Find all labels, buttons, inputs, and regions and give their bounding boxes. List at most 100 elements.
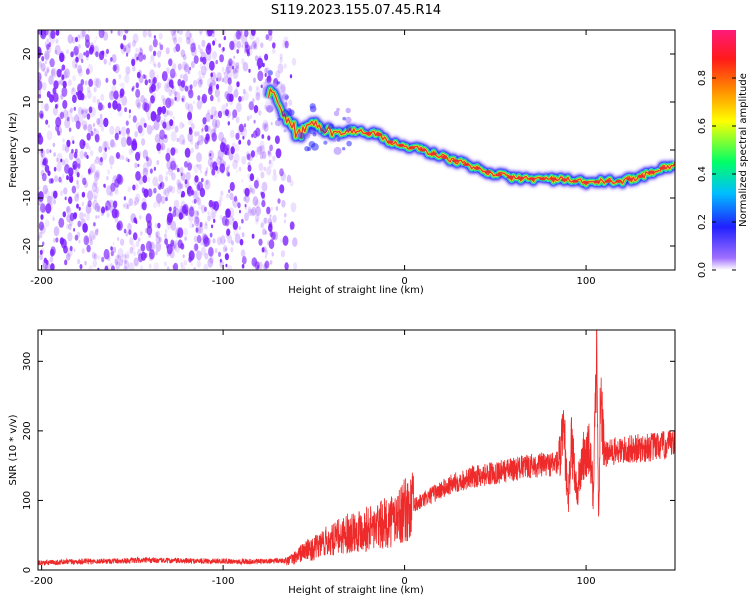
colorbar-label: Normalized spectral amplitude: [738, 73, 749, 227]
y-tick-label: 0: [22, 147, 33, 153]
noise-blob: [56, 97, 60, 103]
noise-blob: [142, 54, 146, 60]
noise-blob: [149, 78, 153, 85]
noise-blob: [222, 246, 226, 253]
noise-blob: [168, 89, 173, 97]
noise-blob: [211, 132, 217, 142]
noise-blob: [70, 87, 76, 97]
noise-blob: [205, 30, 212, 37]
noise-blob: [161, 71, 168, 82]
noise-blob: [261, 151, 267, 160]
noise-blob: [236, 49, 239, 54]
noise-blob: [42, 184, 48, 195]
noise-blob: [177, 36, 183, 44]
ridge-scatter: [345, 125, 352, 132]
noise-blob: [230, 60, 236, 69]
noise-blob: [284, 40, 289, 49]
noise-blob: [53, 199, 56, 205]
noise-blob: [172, 30, 177, 34]
ridge-scatter: [281, 110, 289, 118]
noise-blob: [293, 262, 298, 270]
noise-blob: [90, 130, 94, 137]
noise-blob: [212, 50, 217, 60]
spectrogram-x-label: Height of straight line (km): [288, 285, 424, 296]
noise-blob: [50, 67, 57, 79]
noise-blob: [66, 206, 72, 215]
noise-blob: [232, 197, 239, 208]
ridge-scatter: [342, 116, 347, 121]
noise-blob: [135, 98, 141, 108]
noise-blob: [180, 183, 184, 189]
noise-blob: [279, 53, 283, 60]
noise-blob: [93, 195, 97, 201]
noise-blob: [100, 125, 105, 132]
noise-blob: [263, 246, 268, 254]
noise-blob: [117, 247, 124, 259]
noise-blob: [259, 144, 265, 155]
noise-blob: [210, 128, 216, 138]
noise-blob: [141, 201, 147, 211]
noise-blob: [141, 138, 146, 146]
noise-blob: [275, 206, 279, 211]
noise-blob: [176, 186, 182, 195]
ridge-scatter: [296, 132, 302, 138]
noise-blob: [190, 139, 194, 145]
noise-blob: [68, 174, 74, 183]
noise-blob: [267, 149, 272, 156]
colorbar-tick-label: 0.0: [697, 262, 708, 278]
noise-blob: [211, 168, 216, 176]
noise-blob: [204, 171, 208, 177]
noise-blob: [272, 214, 277, 223]
noise-blob: [159, 44, 164, 51]
noise-blob: [163, 118, 166, 123]
noise-blob: [259, 154, 263, 160]
noise-blob: [201, 72, 205, 79]
noise-blob: [214, 88, 220, 98]
noise-blob: [74, 193, 79, 202]
ridge-peak: [648, 170, 655, 174]
noise-blob: [197, 79, 203, 88]
noise-blob: [231, 65, 235, 70]
noise-blob: [147, 103, 152, 110]
noise-blob: [205, 136, 208, 141]
noise-blob: [241, 264, 245, 269]
noise-blob: [178, 30, 184, 36]
noise-blob: [262, 228, 267, 236]
noise-blob: [133, 251, 136, 256]
noise-blob: [269, 144, 273, 152]
noise-blob: [191, 205, 195, 211]
noise-blob: [199, 31, 202, 36]
noise-blob: [225, 208, 231, 218]
noise-blob: [127, 223, 132, 231]
ridge-peak: [463, 162, 470, 167]
noise-blob: [77, 163, 81, 169]
noise-blob: [149, 249, 155, 260]
noise-blob: [198, 70, 202, 77]
ridge-peak: [408, 146, 416, 150]
noise-blob: [244, 187, 250, 197]
noise-blob: [47, 202, 54, 212]
spectrogram-y-ticks: -20 -10 0 10 20: [22, 48, 675, 254]
noise-blob: [130, 213, 137, 224]
noise-blob: [86, 244, 91, 253]
noise-blob: [184, 64, 190, 75]
noise-blob: [78, 52, 84, 61]
noise-blob: [87, 169, 91, 175]
noise-blob: [84, 260, 87, 266]
noise-blob: [224, 92, 228, 98]
noise-blob: [289, 74, 293, 79]
noise-blob: [135, 171, 141, 181]
noise-blob: [82, 109, 87, 119]
noise-blob: [95, 51, 99, 58]
noise-blob: [207, 257, 214, 268]
noise-blob: [80, 109, 84, 115]
noise-blob: [97, 101, 103, 111]
noise-blob: [232, 68, 239, 80]
noise-blob: [68, 167, 74, 177]
noise-blob: [45, 259, 49, 265]
noise-blob: [52, 92, 59, 103]
noise-blob: [214, 248, 218, 254]
noise-blob: [196, 210, 199, 216]
noise-blob: [170, 186, 176, 194]
noise-blob: [213, 127, 217, 133]
